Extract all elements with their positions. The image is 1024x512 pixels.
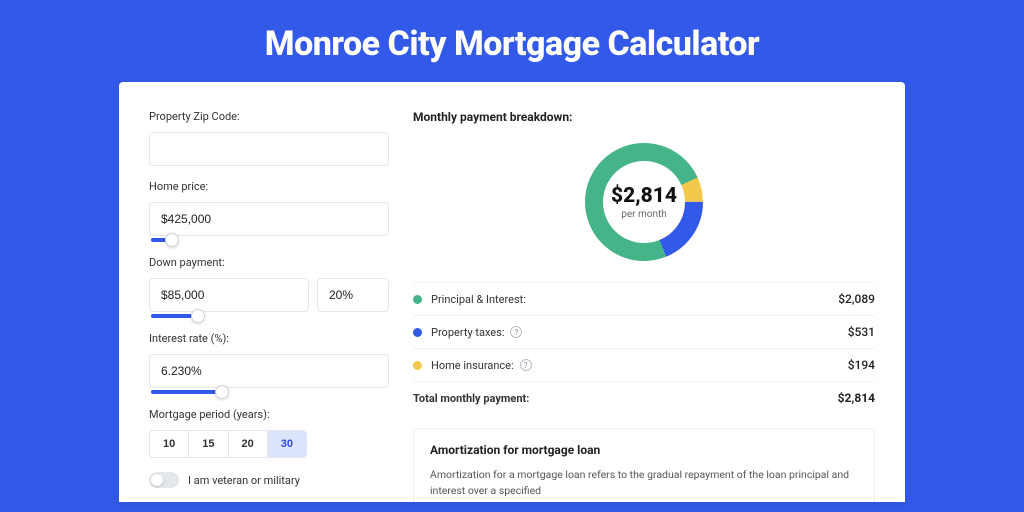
legend-dot-icon bbox=[413, 361, 422, 370]
donut-sub: per month bbox=[611, 209, 677, 220]
veteran-label: I am veteran or military bbox=[188, 474, 300, 487]
zip-label: Property Zip Code: bbox=[149, 110, 389, 123]
mortgage-period-group: 10152030 bbox=[149, 430, 307, 458]
slider-thumb[interactable] bbox=[165, 233, 179, 247]
home-price-label: Home price: bbox=[149, 180, 389, 193]
breakdown-label: Property taxes: bbox=[431, 326, 504, 339]
legend-dot-icon bbox=[413, 328, 422, 337]
zip-input[interactable] bbox=[149, 132, 389, 166]
calculator-panel: Property Zip Code: Home price: Down paym… bbox=[119, 82, 905, 502]
home-price-field: Home price: bbox=[149, 180, 389, 242]
down-payment-label: Down payment: bbox=[149, 256, 389, 269]
breakdown-value: $194 bbox=[848, 358, 875, 372]
form-column: Property Zip Code: Home price: Down paym… bbox=[149, 110, 389, 502]
info-icon[interactable]: ? bbox=[520, 359, 532, 371]
veteran-toggle[interactable] bbox=[149, 472, 179, 488]
down-payment-field: Down payment: bbox=[149, 256, 389, 318]
interest-rate-label: Interest rate (%): bbox=[149, 332, 389, 345]
mortgage-period-field: Mortgage period (years): 10152030 bbox=[149, 408, 389, 458]
slider-thumb[interactable] bbox=[191, 309, 205, 323]
interest-rate-slider[interactable] bbox=[151, 390, 387, 394]
amortization-text: Amortization for a mortgage loan refers … bbox=[430, 467, 858, 499]
breakdown-title: Monthly payment breakdown: bbox=[413, 110, 875, 124]
total-value: $2,814 bbox=[838, 391, 875, 405]
breakdown-value: $2,089 bbox=[838, 292, 875, 306]
slider-thumb[interactable] bbox=[215, 385, 229, 399]
toggle-knob bbox=[151, 474, 163, 486]
mortgage-period-label: Mortgage period (years): bbox=[149, 408, 389, 421]
breakdown-column: Monthly payment breakdown: $2,814 per mo… bbox=[413, 110, 875, 502]
amortization-card: Amortization for mortgage loan Amortizat… bbox=[413, 428, 875, 502]
info-icon[interactable]: ? bbox=[510, 326, 522, 338]
down-payment-percent-input[interactable] bbox=[317, 278, 389, 312]
interest-rate-input[interactable] bbox=[149, 354, 389, 388]
donut-amount: $2,814 bbox=[611, 184, 677, 208]
down-payment-amount-input[interactable] bbox=[149, 278, 309, 312]
period-option-15[interactable]: 15 bbox=[189, 431, 228, 457]
donut-chart: $2,814 per month bbox=[413, 140, 875, 264]
page-title: Monroe City Mortgage Calculator bbox=[0, 0, 1024, 82]
veteran-row: I am veteran or military bbox=[149, 472, 389, 488]
breakdown-row: Home insurance:? $194 bbox=[413, 348, 875, 381]
home-price-slider[interactable] bbox=[151, 238, 387, 242]
breakdown-row: Property taxes:? $531 bbox=[413, 315, 875, 348]
home-price-input[interactable] bbox=[149, 202, 389, 236]
breakdown-label: Principal & Interest: bbox=[431, 293, 526, 306]
interest-rate-field: Interest rate (%): bbox=[149, 332, 389, 394]
total-label: Total monthly payment: bbox=[413, 392, 529, 405]
breakdown-row: Principal & Interest: $2,089 bbox=[413, 282, 875, 315]
legend-dot-icon bbox=[413, 295, 422, 304]
period-option-30[interactable]: 30 bbox=[268, 431, 306, 457]
breakdown-total-row: Total monthly payment: $2,814 bbox=[413, 381, 875, 414]
breakdown-value: $531 bbox=[848, 325, 875, 339]
down-payment-slider[interactable] bbox=[151, 314, 387, 318]
breakdown-label: Home insurance: bbox=[431, 359, 514, 372]
period-option-10[interactable]: 10 bbox=[150, 431, 189, 457]
breakdown-list: Principal & Interest: $2,089 Property taxe… bbox=[413, 282, 875, 381]
amortization-title: Amortization for mortgage loan bbox=[430, 443, 858, 457]
period-option-20[interactable]: 20 bbox=[229, 431, 268, 457]
zip-field: Property Zip Code: bbox=[149, 110, 389, 166]
donut-center: $2,814 per month bbox=[611, 184, 677, 220]
